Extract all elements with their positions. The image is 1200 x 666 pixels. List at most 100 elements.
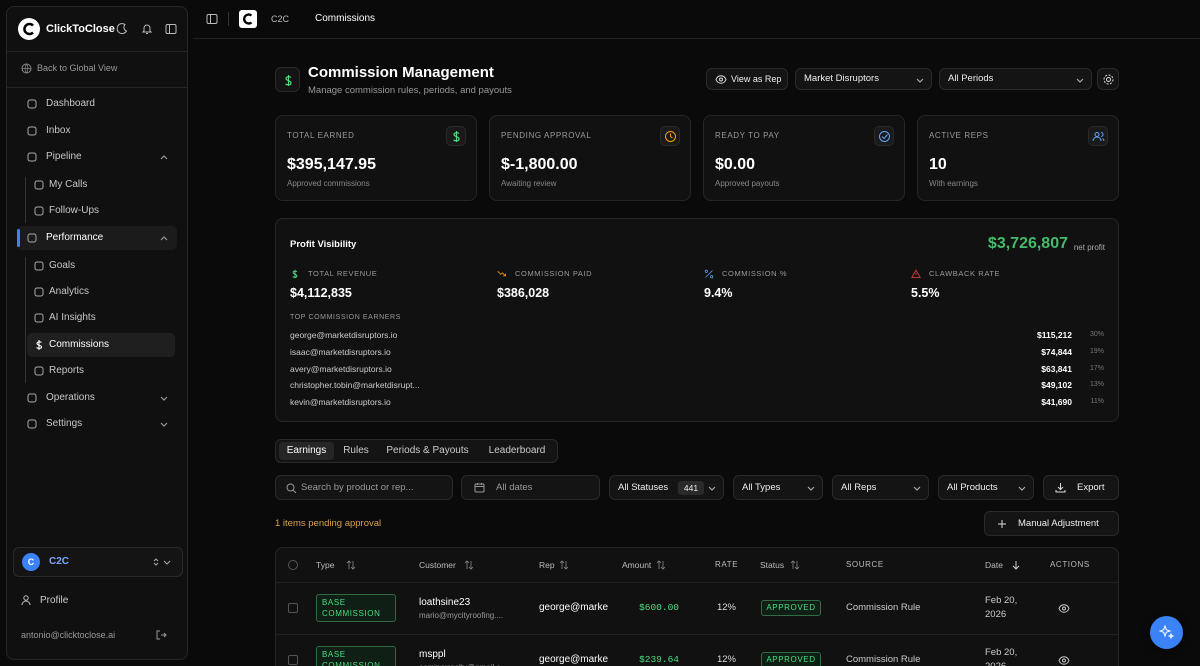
sort-icon [1012, 561, 1020, 570]
stat-card: ACTIVE REPS 10 With earnings [917, 115, 1119, 201]
stat-value: $-1,800.00 [501, 156, 578, 173]
tab[interactable]: Periods & Payouts [386, 445, 469, 456]
chevron [160, 155, 168, 160]
nav-item[interactable]: Performance [46, 232, 104, 243]
profile-link[interactable]: Profile [40, 595, 69, 606]
earner-email: george@marketdisruptors.io [290, 330, 398, 340]
commission-table: Type Customer Rep Amount RATE Status SOURCE Dat… [275, 547, 1119, 666]
chevron [1018, 486, 1026, 491]
select-all-checkbox[interactable] [288, 560, 298, 570]
icon [453, 131, 460, 142]
nav-indicator [17, 229, 20, 247]
header-icon [275, 67, 300, 92]
row-checkbox[interactable] [288, 603, 298, 613]
nav-item[interactable]: My Calls [49, 179, 88, 190]
profile-icon [21, 595, 31, 605]
rep: george@marke [539, 654, 609, 665]
nav-icon [34, 206, 44, 216]
nav-item[interactable]: Goals [49, 260, 76, 271]
nav-item[interactable]: AI Insights [49, 312, 96, 323]
nav-icon [27, 393, 37, 403]
date-filter[interactable]: All dates [461, 475, 600, 500]
icon [879, 131, 890, 142]
rate: 12% [716, 654, 736, 665]
chevron [1076, 78, 1084, 83]
row-checkbox[interactable] [288, 655, 298, 665]
select-value: All Types [742, 482, 781, 493]
status-filter[interactable]: All Statuses 441 [609, 475, 724, 500]
type-badge: BASE COMMISSION [316, 594, 396, 622]
stat-label: TOTAL EARNED [287, 131, 355, 140]
nav-icon [36, 340, 43, 350]
workspace-switcher[interactable]: C C2C [13, 547, 183, 577]
stat-value: 10 [929, 156, 947, 173]
logo [18, 18, 40, 40]
date: Feb 20, 2026 [985, 595, 1018, 620]
sort-icon [790, 560, 800, 570]
nav-item[interactable]: Inbox [46, 125, 71, 136]
stat-card: READY TO PAY $0.00 Approved payouts [703, 115, 905, 201]
org-logo [239, 10, 257, 28]
net-profit-value: $3,726,807 [987, 235, 1068, 252]
select-value: All Periods [948, 73, 994, 84]
earner-email: kevin@marketdisruptors.io [290, 397, 391, 407]
nav-active-item [27, 333, 175, 357]
separator [228, 12, 229, 26]
type-filter[interactable]: All Types [733, 475, 823, 500]
product-filter[interactable]: All Products [938, 475, 1034, 500]
export-button[interactable]: Export [1043, 475, 1119, 500]
globe-icon [21, 63, 32, 74]
tab[interactable]: Earnings [279, 442, 334, 460]
manual-adjustment-button[interactable]: Manual Adjustment [984, 511, 1119, 536]
toggle-sidebar [206, 14, 218, 24]
collapse-sidebar [165, 24, 177, 34]
view-action[interactable] [1058, 604, 1070, 613]
customer-name: msppl [419, 649, 446, 660]
rep-filter[interactable]: All Reps [832, 475, 929, 500]
stat-icon [1088, 126, 1108, 146]
view-as-rep-button[interactable]: View as Rep [706, 68, 788, 90]
earner-email: christopher.tobin@marketdisrupt... [290, 380, 420, 391]
brand-name: ClickToClose [46, 23, 115, 35]
nav-item[interactable]: Analytics [49, 286, 90, 297]
view-action[interactable] [1058, 656, 1070, 665]
assistant-button[interactable] [1150, 616, 1183, 649]
sidebar: ClickToClose Back to Global View Dashboard… [6, 6, 188, 660]
stat-icon [660, 126, 680, 146]
earner-email: avery@marketdisruptors.io [290, 363, 392, 374]
column-header: SOURCE [846, 560, 884, 569]
tab[interactable]: Rules [343, 445, 369, 456]
divider [7, 51, 187, 52]
nav-item[interactable]: Commissions [49, 339, 110, 350]
sparkle-icon [1159, 625, 1174, 640]
column-header: Type [316, 560, 335, 570]
source: Commission Rule [846, 602, 921, 613]
plus-icon [998, 520, 1006, 528]
nav-item[interactable]: Pipeline [46, 151, 82, 162]
metric-value: $386,028 [497, 286, 550, 300]
chevron [160, 236, 168, 241]
search-input[interactable]: Search by product or rep... [275, 475, 453, 500]
settings-button[interactable] [1097, 68, 1119, 90]
calendar-icon [474, 483, 485, 493]
tab[interactable]: Leaderboard [488, 445, 546, 456]
nav-item[interactable]: Settings [46, 418, 83, 429]
gear-icon [1103, 74, 1114, 85]
nav-item[interactable]: Operations [46, 392, 95, 403]
stat-note: Awaiting review [501, 179, 557, 188]
nav-item[interactable]: Follow-Ups [49, 205, 100, 216]
stat-label: READY TO PAY [715, 131, 780, 140]
nav-icon [27, 99, 37, 109]
back-to-global[interactable]: Back to Global View [37, 63, 118, 73]
profit-panel: Profit Visibility $3,726,807 net profit TOT… [275, 218, 1119, 422]
period-select[interactable]: All Periods [939, 68, 1092, 90]
nav-item[interactable]: Dashboard [46, 98, 95, 109]
metric-label: COMMISSION % [722, 269, 788, 278]
team-select[interactable]: Market Disruptors [795, 68, 932, 90]
nav-icon [34, 261, 44, 271]
nav-item[interactable]: Reports [49, 365, 85, 376]
count-badge: 441 [678, 481, 704, 495]
placeholder: All dates [496, 482, 533, 493]
customer-email: ecminerrealty@gmail.c... [419, 661, 507, 666]
